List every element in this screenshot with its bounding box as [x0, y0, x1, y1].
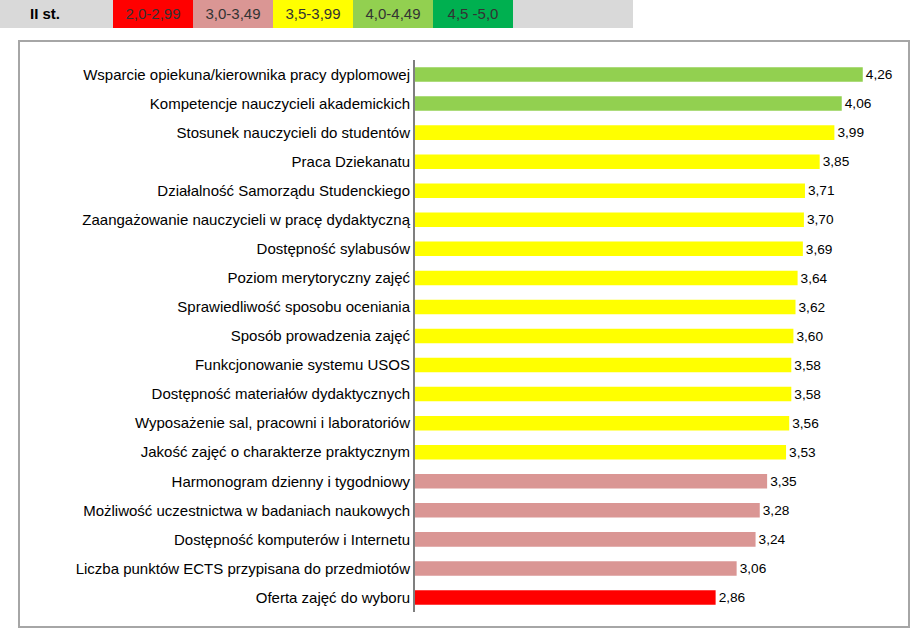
svg-text:Poziom merytoryczny zajęć: Poziom merytoryczny zajęć	[227, 269, 410, 286]
svg-text:3,60: 3,60	[796, 329, 823, 344]
svg-text:Wsparcie opiekuna/kierownika p: Wsparcie opiekuna/kierownika pracy dyplo…	[83, 66, 410, 83]
svg-text:3,35: 3,35	[770, 474, 797, 489]
svg-text:Kompetencje nauczycieli akadem: Kompetencje nauczycieli akademickich	[150, 95, 410, 112]
svg-text:3,71: 3,71	[808, 183, 835, 198]
svg-text:3,58: 3,58	[794, 358, 821, 373]
svg-text:Zaangażowanie nauczycieli w pr: Zaangażowanie nauczycieli w pracę dydakt…	[82, 211, 410, 228]
html-text:4,0-4,49: 4,0-4,49	[365, 5, 421, 22]
svg-text:3,69: 3,69	[806, 242, 833, 257]
svg-text:Możliwość uczestnictwa w badan: Możliwość uczestnictwa w badaniach nauko…	[83, 502, 410, 519]
svg-text:3,62: 3,62	[799, 300, 826, 315]
svg-text:3,85: 3,85	[823, 154, 850, 169]
html-text:3,0-3,49: 3,0-3,49	[205, 5, 261, 22]
svg-text:Liczba punktów ECTS przypisana: Liczba punktów ECTS przypisana do przedm…	[76, 560, 410, 577]
html-text:II st.: II st.	[30, 5, 60, 22]
svg-text:Jakość zajęć o charakterze pra: Jakość zajęć o charakterze praktycznym	[141, 443, 410, 460]
html-text:4,5 -5,0: 4,5 -5,0	[447, 5, 499, 22]
svg-text:4,26: 4,26	[866, 67, 893, 82]
svg-text:Oferta zajęć do wyboru: Oferta zajęć do wyboru	[256, 589, 410, 606]
svg-text:Sprawiedliwość sposobu ocenian: Sprawiedliwość sposobu oceniania	[177, 298, 410, 315]
svg-text:Stosunek nauczycieli do studen: Stosunek nauczycieli do studentów	[177, 124, 411, 141]
svg-text:Harmonogram dzienny i tygodnio: Harmonogram dzienny i tygodniowy	[172, 473, 411, 490]
svg-text:3,64: 3,64	[801, 271, 828, 286]
svg-text:Działalność Samorządu Studenck: Działalność Samorządu Studenckiego	[157, 182, 410, 199]
svg-text:Sposób prowadzenia zajęć: Sposób prowadzenia zajęć	[231, 327, 411, 344]
svg-text:3,06: 3,06	[740, 561, 767, 576]
svg-text:4,06: 4,06	[845, 96, 872, 111]
svg-text:Dostępność materiałów dydaktyc: Dostępność materiałów dydaktycznych	[152, 385, 410, 402]
svg-text:3,70: 3,70	[807, 212, 834, 227]
svg-text:2,86: 2,86	[719, 590, 746, 605]
svg-text:3,56: 3,56	[792, 416, 819, 431]
svg-text:Praca Dziekanatu: Praca Dziekanatu	[292, 153, 410, 170]
html-text:3,5-3,99: 3,5-3,99	[285, 5, 341, 22]
svg-text:3,28: 3,28	[763, 503, 790, 518]
svg-text:Dostępność komputerów i Intern: Dostępność komputerów i Internetu	[174, 531, 410, 548]
svg-text:Dostępność sylabusów: Dostępność sylabusów	[257, 240, 411, 257]
svg-text:3,58: 3,58	[794, 387, 821, 402]
svg-text:3,53: 3,53	[789, 445, 816, 460]
svg-text:Funkcjonowanie systemu USOS: Funkcjonowanie systemu USOS	[195, 356, 410, 373]
svg-text:3,24: 3,24	[759, 532, 786, 547]
svg-text:Wyposażenie sal, pracowni i la: Wyposażenie sal, pracowni i laboratoriów	[135, 414, 410, 431]
html-text:2,0-2,99: 2,0-2,99	[125, 5, 181, 22]
svg-text:3,99: 3,99	[837, 125, 864, 140]
